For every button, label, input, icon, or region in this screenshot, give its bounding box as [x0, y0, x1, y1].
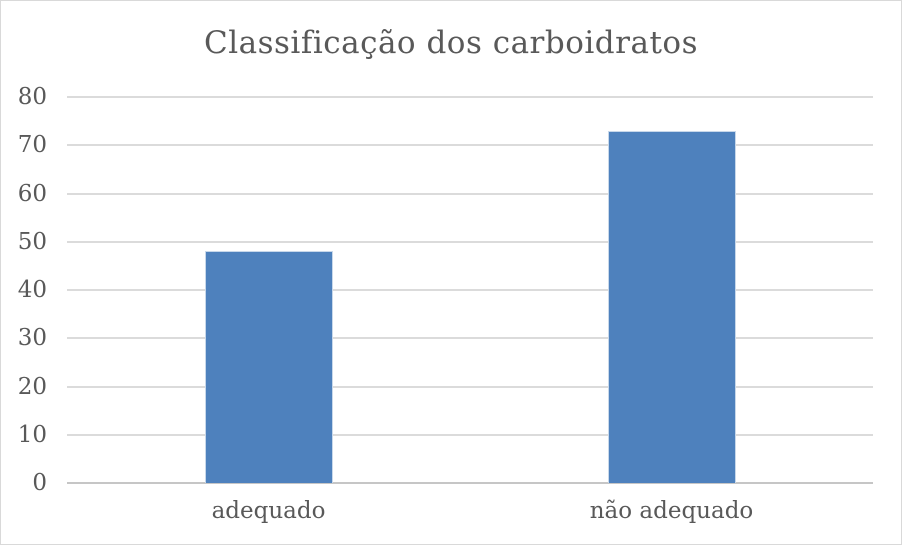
- gridline: [67, 240, 873, 243]
- gridline: [67, 289, 873, 291]
- x-category-label: não adequado: [589, 498, 754, 524]
- bar-adequado: [204, 251, 333, 483]
- y-tick-label: 60: [17, 180, 47, 207]
- y-tick-label: 40: [17, 277, 47, 303]
- bar-não adequado: [607, 130, 736, 483]
- gridline: [67, 192, 873, 195]
- gridline: [67, 96, 873, 98]
- y-tick-label: 0: [32, 470, 47, 496]
- y-tick-label: 80: [17, 84, 47, 110]
- x-category-label: adequado: [211, 498, 326, 524]
- chart-title: Classificação dos carboidratos: [204, 25, 698, 61]
- y-tick-label: 70: [17, 132, 47, 159]
- y-tick-label: 20: [17, 373, 47, 400]
- gridline: [67, 144, 873, 147]
- gridline: [67, 385, 873, 388]
- gridline: [67, 433, 873, 436]
- x-axis-line: [67, 482, 873, 484]
- y-tick-label: 30: [17, 325, 47, 352]
- y-tick-label: 50: [17, 228, 47, 255]
- gridline: [67, 337, 873, 340]
- y-tick-label: 10: [17, 421, 47, 448]
